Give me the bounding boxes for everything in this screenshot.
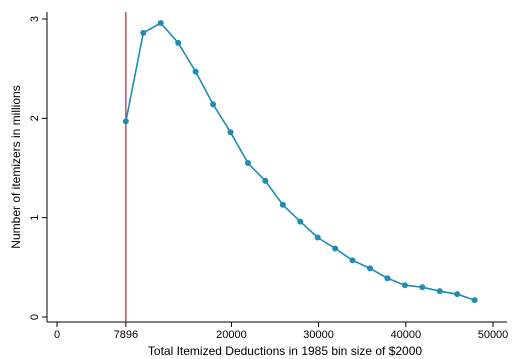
data-point <box>419 284 426 291</box>
data-point <box>436 288 443 295</box>
data-point <box>454 291 461 298</box>
data-point <box>227 129 234 136</box>
x-tick-label: 50000 <box>478 329 509 341</box>
x-tick-label: 20000 <box>216 329 247 341</box>
y-tick-label: 3 <box>29 16 41 22</box>
y-tick-label: 2 <box>29 115 41 121</box>
data-point <box>367 265 374 272</box>
data-point <box>384 275 391 282</box>
data-point <box>332 245 339 252</box>
y-tick-label: 1 <box>29 215 41 221</box>
data-point <box>140 29 147 36</box>
axes: 0 7896 20000 30000 40000 50000 0 1 2 3 <box>29 12 508 341</box>
series-line <box>125 21 475 301</box>
data-point <box>157 19 164 26</box>
y-axis-title: Number of itemizers in millions <box>9 85 23 248</box>
data-point <box>175 39 182 46</box>
x-axis-title: Total Itemized Deductions in 1985 bin si… <box>148 344 422 358</box>
data-point <box>262 177 269 184</box>
x-tick-label: 7896 <box>114 329 138 341</box>
x-tick-label: 0 <box>54 329 60 341</box>
y-tick-label: 0 <box>29 314 41 320</box>
data-point <box>192 68 199 75</box>
data-point <box>279 201 286 208</box>
data-point <box>314 234 321 241</box>
x-tick-label: 30000 <box>303 329 334 341</box>
data-point <box>244 160 251 167</box>
data-point <box>471 297 478 304</box>
data-point <box>122 118 129 125</box>
x-tick-label: 40000 <box>391 329 422 341</box>
data-point <box>297 218 304 225</box>
data-point <box>210 101 217 108</box>
data-point <box>401 282 408 289</box>
data-point <box>349 257 356 264</box>
series-group <box>122 19 478 304</box>
